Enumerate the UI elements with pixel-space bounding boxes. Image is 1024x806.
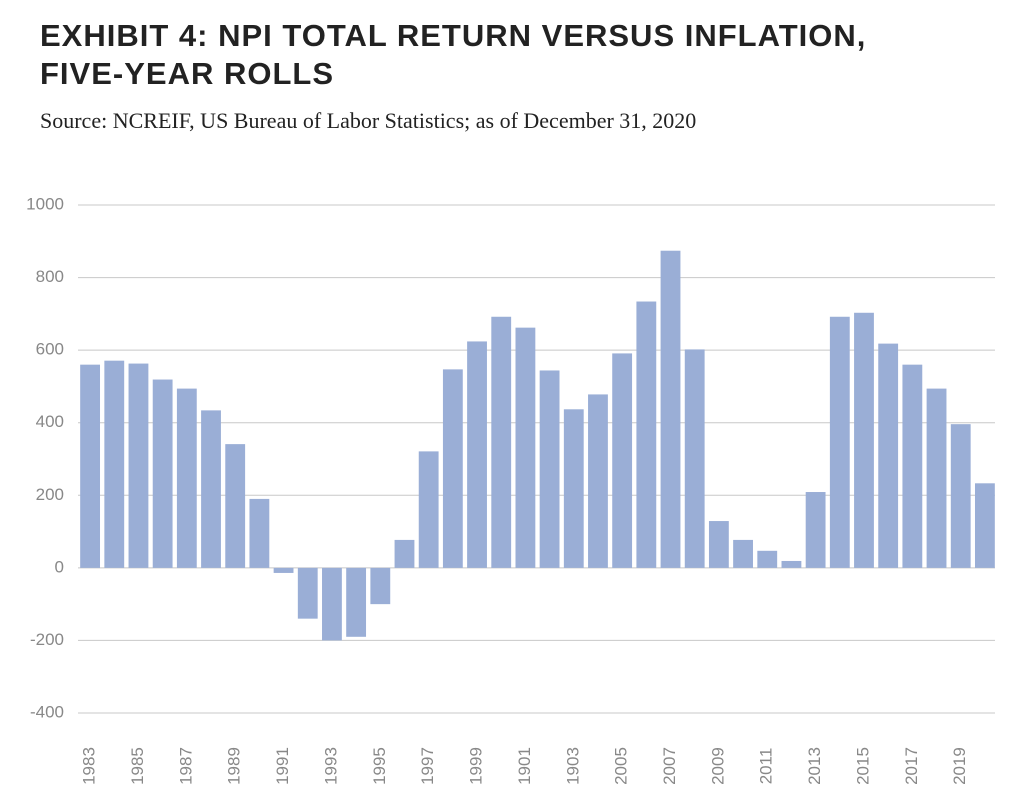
bar	[273, 567, 294, 573]
bar	[128, 363, 149, 568]
bar	[418, 451, 439, 568]
x-tick-label: 2013	[805, 747, 824, 785]
bar	[225, 444, 246, 568]
x-tick-label: 1983	[80, 747, 99, 785]
bar	[974, 483, 995, 568]
bar	[781, 560, 802, 568]
bar	[394, 539, 415, 568]
bar	[612, 353, 633, 568]
bar	[950, 424, 971, 568]
chart-title: EXHIBIT 4: NPI TOTAL RETURN VERSUS INFLA…	[40, 18, 866, 53]
bar	[684, 349, 705, 568]
x-tick-label: 2005	[612, 747, 631, 785]
x-tick-label: 1903	[563, 747, 582, 785]
bar	[201, 410, 221, 568]
y-tick-label: 0	[55, 557, 64, 576]
x-tick-label: 1995	[370, 747, 389, 785]
bar	[708, 521, 729, 568]
bar	[926, 388, 947, 568]
bar	[878, 343, 899, 568]
x-tick-label: 1987	[176, 747, 195, 785]
bar	[370, 567, 391, 605]
bar	[539, 370, 560, 568]
bar	[346, 567, 367, 637]
bar	[80, 364, 101, 568]
bar	[902, 364, 923, 568]
bar	[563, 409, 584, 568]
x-tick-label: 1989	[225, 747, 244, 785]
bar	[176, 388, 197, 568]
chart-subtitle: Source: NCREIF, US Bureau of Labor Stati…	[40, 108, 696, 133]
bar	[442, 369, 463, 568]
bar	[491, 316, 512, 568]
bar	[805, 492, 826, 568]
bar	[829, 316, 850, 568]
x-tick-label: 2017	[902, 747, 921, 785]
y-tick-label: 600	[36, 340, 64, 359]
x-tick-label: 2011	[757, 748, 776, 785]
x-tick-label: 1997	[418, 747, 437, 785]
x-tick-label: 2019	[950, 747, 969, 785]
x-tick-label: 2015	[853, 747, 872, 785]
bar	[249, 498, 270, 568]
x-tick-label: 1901	[515, 747, 534, 785]
y-tick-label: -200	[30, 630, 64, 649]
y-tick-label: 800	[36, 267, 64, 286]
x-tick-label: 2009	[708, 747, 727, 785]
bar	[636, 301, 657, 568]
bar	[588, 394, 608, 568]
x-tick-label: 2007	[660, 747, 679, 785]
x-tick-label: 1985	[128, 747, 147, 785]
bar	[467, 341, 487, 568]
bar	[322, 567, 342, 641]
bar	[733, 539, 753, 568]
bar	[152, 379, 173, 568]
bar	[757, 550, 778, 568]
bar	[854, 312, 874, 568]
x-tick-label: 1999	[467, 747, 486, 785]
bar	[297, 567, 318, 619]
bar	[515, 327, 536, 568]
chart-title: FIVE-YEAR ROLLS	[40, 56, 334, 91]
y-tick-label: -400	[30, 702, 64, 721]
y-tick-label: 1000	[26, 194, 64, 213]
y-tick-label: 400	[36, 412, 64, 431]
bar	[104, 360, 125, 568]
x-tick-label: 1993	[321, 747, 340, 785]
bar	[660, 250, 681, 568]
y-tick-label: 200	[36, 485, 64, 504]
x-tick-label: 1991	[273, 747, 292, 785]
